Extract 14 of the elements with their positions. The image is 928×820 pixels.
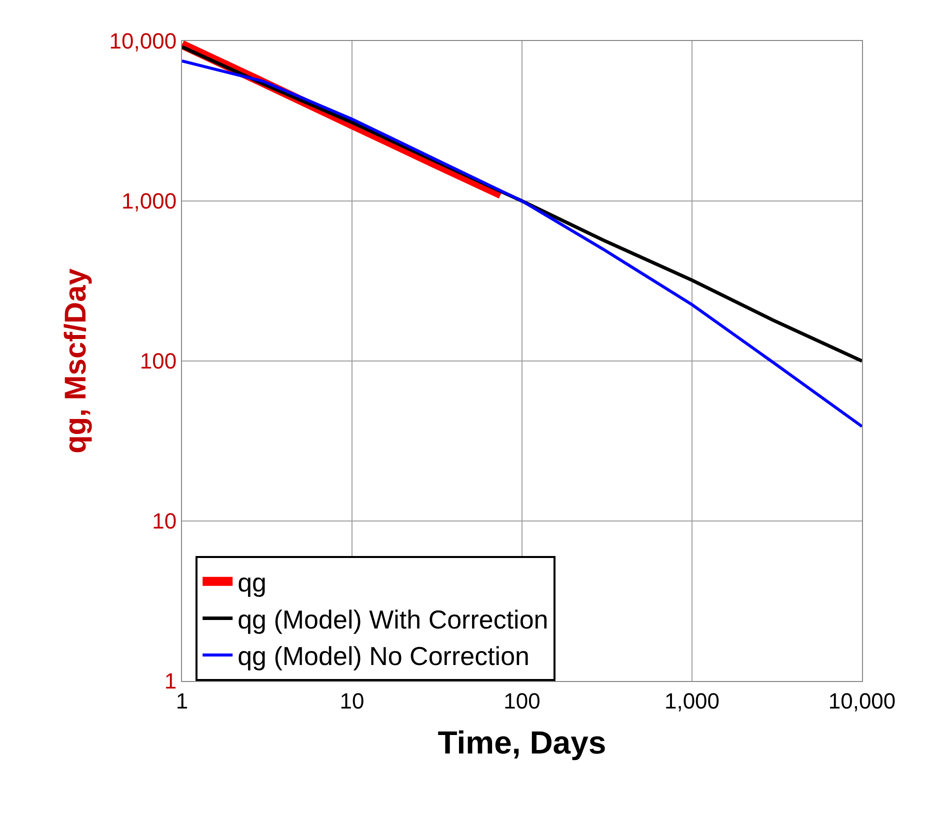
y-tick-label: 1,000 [122, 188, 177, 214]
x-tick-label: 10,000 [828, 688, 896, 714]
y-tick-label: 10,000 [109, 28, 177, 54]
x-axis-title: Time, Days [438, 724, 606, 760]
x-tick-label: 1,000 [664, 688, 720, 714]
legend-label: qg [238, 568, 267, 598]
legend-label: qg (Model) No Correction [238, 641, 530, 672]
y-tick-label: 10 [152, 508, 177, 534]
x-tick-label: 10 [340, 688, 364, 714]
y-tick-label: 1 [164, 668, 177, 694]
y-axis-title: qg, Mscf/Day [59, 268, 92, 454]
legend-label: qg (Model) With Correction [238, 604, 548, 634]
x-tick-label: 100 [504, 688, 540, 714]
y-tick-label: 100 [140, 348, 177, 374]
